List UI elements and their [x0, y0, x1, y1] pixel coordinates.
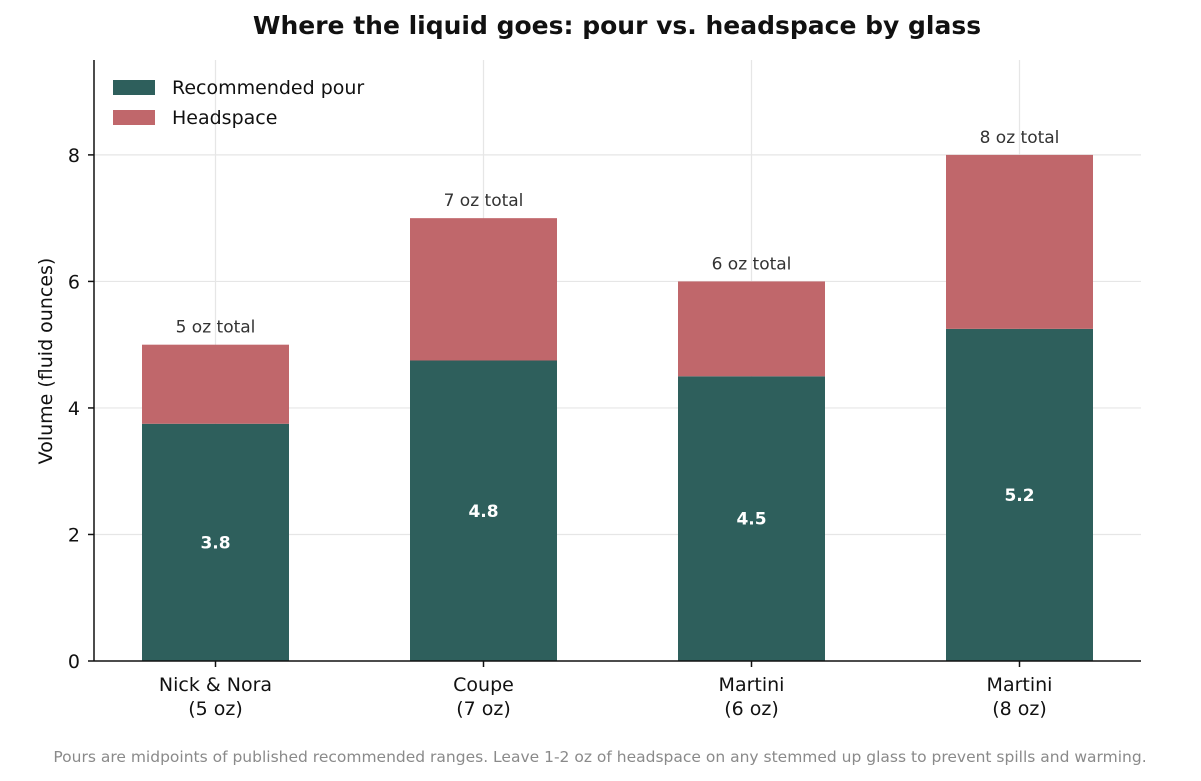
footnote: Pours are midpoints of published recomme…	[53, 748, 1146, 766]
legend-swatch-pour	[113, 80, 155, 95]
bars	[142, 154, 1093, 661]
x-tick-label: Coupe	[453, 674, 514, 696]
bar-pour	[142, 423, 289, 661]
x-axis-ticks: Nick & Nora(5 oz)Coupe(7 oz)Martini(6 oz…	[159, 661, 1053, 720]
y-axis-ticks: 0 2 4 6 8	[68, 145, 94, 673]
x-tick-label: (7 oz)	[456, 698, 511, 720]
pour-value-label: 4.5	[736, 510, 766, 530]
x-tick-label: Martini	[987, 674, 1053, 696]
bar-pour	[410, 360, 557, 661]
y-tick-label: 8	[68, 145, 80, 167]
legend: Recommended pour Headspace	[113, 77, 364, 129]
x-tick-label: Nick & Nora	[159, 674, 272, 696]
x-tick-label: Martini	[719, 674, 785, 696]
y-tick-label: 2	[68, 524, 80, 546]
bar-headspace	[142, 344, 289, 424]
bar-labels: 3.8 5 oz total 4.8 7 oz total 4.5 6 oz total 5…	[176, 128, 1060, 553]
pour-value-label: 5.2	[1004, 486, 1034, 506]
y-tick-label: 6	[68, 271, 80, 293]
chart-title: Where the liquid goes: pour vs. headspac…	[253, 11, 981, 40]
total-value-label: 5 oz total	[176, 318, 256, 338]
pour-value-label: 3.8	[200, 533, 230, 553]
total-value-label: 8 oz total	[980, 128, 1060, 148]
bar-headspace	[678, 281, 825, 377]
pour-value-label: 4.8	[468, 502, 498, 522]
legend-label-pour: Recommended pour	[172, 77, 364, 99]
bar-pour	[946, 328, 1093, 661]
legend-swatch-headspace	[113, 110, 155, 125]
y-tick-label: 4	[68, 398, 80, 420]
y-axis-label: Volume (fluid ounces)	[35, 258, 57, 465]
x-tick-label: (8 oz)	[992, 698, 1047, 720]
bar-pour	[678, 376, 825, 661]
x-tick-label: (5 oz)	[188, 698, 243, 720]
x-tick-label: (6 oz)	[724, 698, 779, 720]
legend-label-headspace: Headspace	[172, 107, 277, 129]
total-value-label: 6 oz total	[712, 254, 792, 274]
bar-headspace	[946, 154, 1093, 329]
y-tick-label: 0	[68, 651, 80, 673]
bar-headspace	[410, 218, 557, 361]
total-value-label: 7 oz total	[444, 191, 524, 211]
